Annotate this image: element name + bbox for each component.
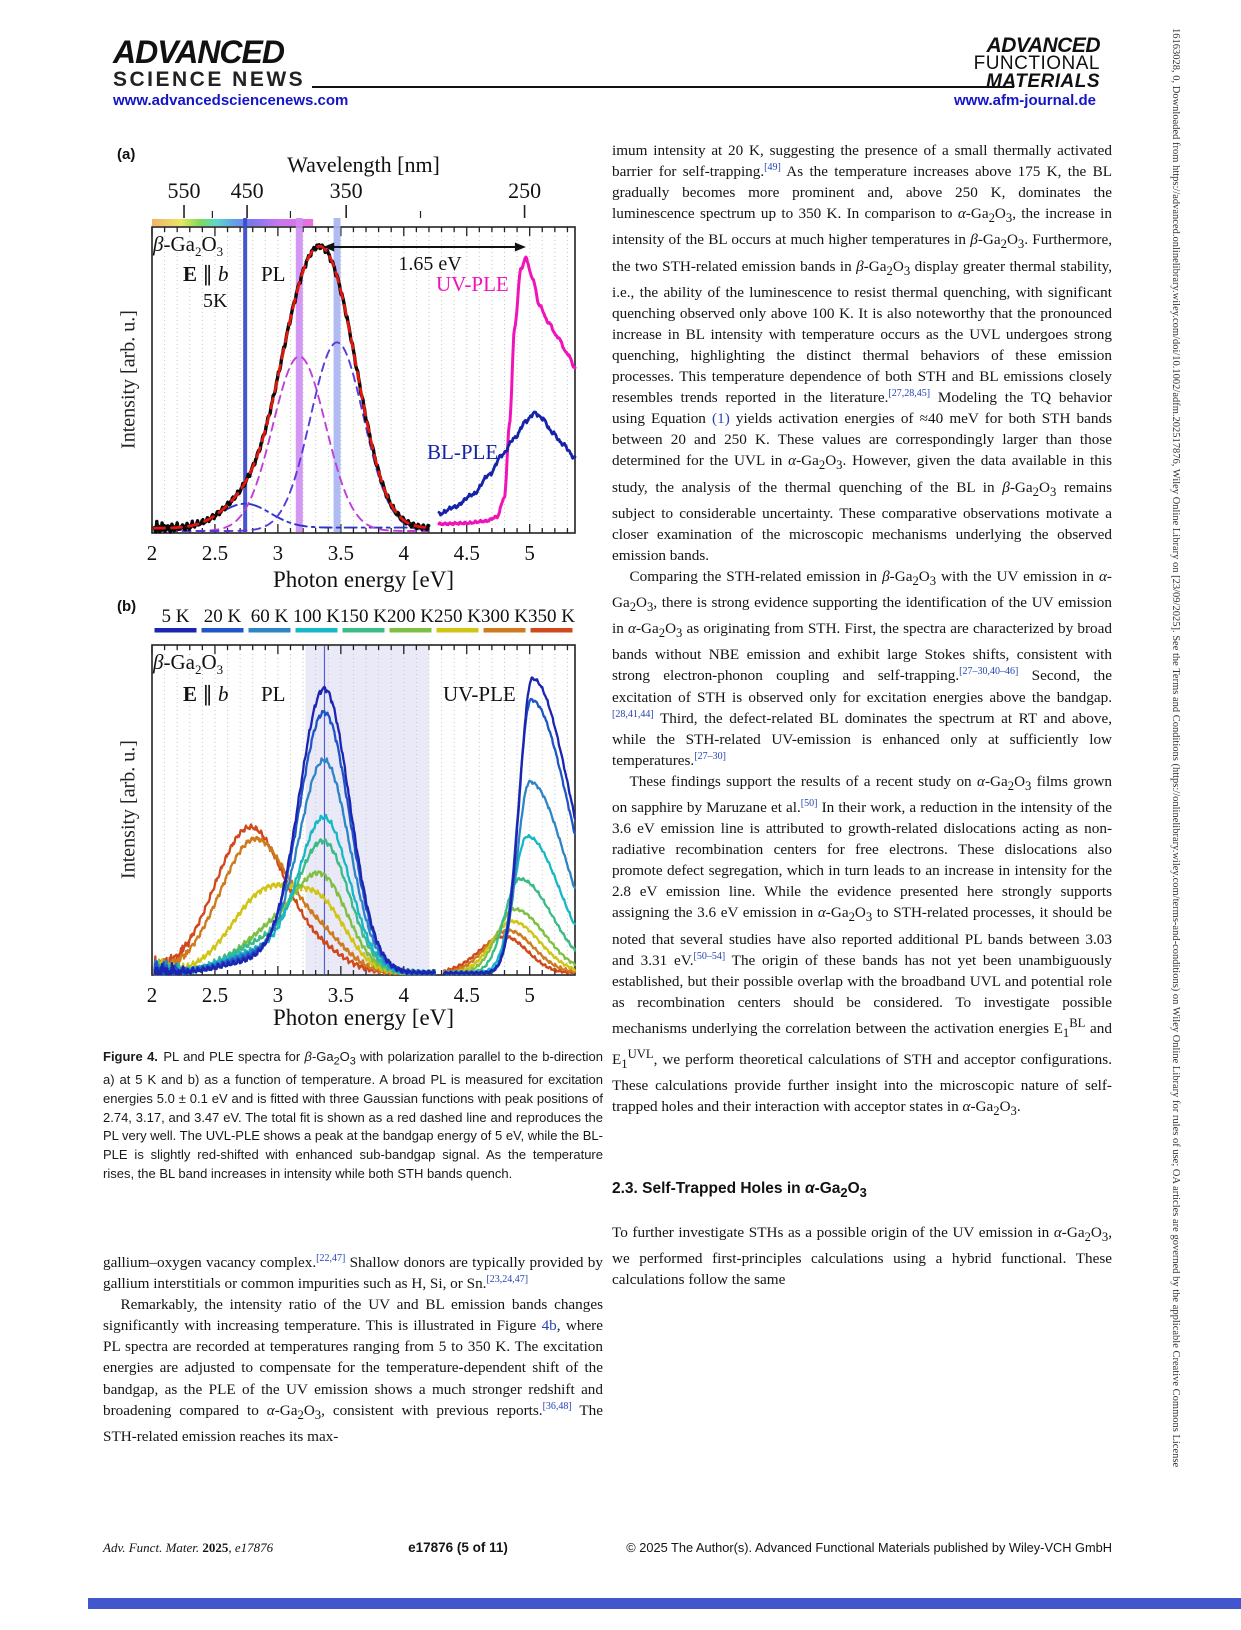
legend-swatch-60 K — [248, 628, 291, 633]
svg-text:550: 550 — [168, 178, 201, 203]
section-heading-2-3: 2.3. Self-Trapped Holes in α-Ga2O3 — [612, 1179, 867, 1200]
panel-a-chart: 2 2.5 3 3.5 4 4.5 5 Wavelength [nm] 550 450 350 250… — [147, 152, 577, 592]
figure-4: (a) 2 2.5 3 3.5 4 4.5 5 Wavelength [nm] 550 450 35… — [103, 140, 603, 1045]
svg-text:4.5: 4.5 — [454, 983, 480, 1007]
ple-curve-350 K — [442, 933, 576, 975]
panel-a-label: (a) — [117, 146, 136, 163]
svg-text:Wavelength [nm]: Wavelength [nm] — [287, 152, 440, 177]
figure-4-caption: Figure 4. PL and PLE spectra for β-Ga2O3… — [103, 1049, 603, 1181]
legend-swatch-350 K — [530, 628, 573, 633]
paragraph: imum intensity at 20 K, suggesting the p… — [612, 142, 1113, 564]
legend-label-150 K: 150 K — [340, 606, 387, 627]
svg-text:3.5: 3.5 — [328, 541, 354, 565]
legend-swatch-5 K — [154, 628, 197, 633]
wiley-download-watermark: 16163028, 0, Downloaded from https://adv… — [1170, 28, 1181, 1468]
paragraph: Comparing the STH-related emission in β-… — [612, 567, 1113, 769]
panel-b-pl-label: PL — [261, 682, 286, 706]
right-column: imum intensity at 20 K, suggesting the p… — [612, 140, 1112, 1540]
svg-text:5: 5 — [524, 541, 535, 565]
legend-label-200 K: 200 K — [387, 606, 434, 627]
panel-a-polarization-label: E ∥ b — [183, 262, 229, 286]
svg-text:2.5: 2.5 — [202, 983, 228, 1007]
visible-spectrum-strip — [152, 219, 314, 226]
footer-page-number: e17876 (5 of 11) — [408, 1540, 508, 1555]
legend-label-300 K: 300 K — [481, 606, 528, 627]
afm-logo-line1: ADVANCED — [986, 34, 1101, 57]
advanced-science-news-logo: ADVANCED SCIENCE NEWS — [113, 36, 305, 90]
afm-logo-line2: FUNCTIONAL — [973, 53, 1100, 75]
footer-copyright: © 2025 The Author(s). Advanced Functiona… — [626, 1540, 1112, 1555]
panel-a-blple-label: BL-PLE — [427, 440, 499, 464]
panel-a-uvple-label: UV-PLE — [436, 272, 509, 296]
svg-text:2: 2 — [147, 983, 158, 1007]
panel-b-label: (b) — [117, 598, 137, 615]
stokes-shift-label: 1.65 eV — [398, 253, 462, 275]
legend-label-60 K: 60 K — [251, 606, 289, 627]
paragraph: These findings support the results of a … — [612, 772, 1113, 1119]
panel-b-material-label: β-Ga2O3 — [153, 650, 224, 678]
left-column: (a) 2 2.5 3 3.5 4 4.5 5 Wavelength [nm] 550 450 35… — [103, 140, 603, 1580]
legend-swatch-20 K — [201, 628, 244, 633]
svg-text:Photon energy [eV]: Photon energy [eV] — [273, 567, 454, 592]
pl-spectrum — [152, 243, 431, 534]
footer-citation: Adv. Funct. Mater. 2025, e17876 — [103, 1540, 274, 1555]
panel-b-polarization-label: E ∥ b — [183, 682, 229, 706]
panel-a-material-label: β-Ga2O3 — [153, 232, 224, 260]
plot-box — [151, 644, 576, 976]
left-column-text: gallium–oxygen vacancy complex.[22,47] S… — [103, 1252, 603, 1447]
panel-b-ylabel: Intensity [arb. u.] — [117, 740, 140, 879]
bl-ple-curve — [437, 410, 577, 517]
svg-text:5: 5 — [524, 983, 535, 1007]
legend-swatch-200 K — [389, 628, 432, 633]
asn-logo-line1: ADVANCED — [113, 34, 285, 70]
bottom-blue-bar — [88, 1598, 1241, 1609]
ple-curve-300 K — [442, 928, 576, 975]
panel-a-ylabel: Intensity [arb. u.] — [117, 310, 140, 449]
plot-box — [151, 226, 576, 534]
svg-text:3: 3 — [273, 983, 284, 1007]
svg-text:450: 450 — [231, 178, 264, 203]
svg-text:2.5: 2.5 — [202, 541, 228, 565]
legend-label-20 K: 20 K — [204, 606, 242, 627]
asn-logo-line2: SCIENCE NEWS — [113, 68, 306, 91]
panel-a-pl-label: PL — [261, 262, 286, 286]
gauss-component-3.47 — [153, 341, 430, 532]
svg-text:250: 250 — [508, 178, 541, 203]
legend-swatch-250 K — [436, 628, 479, 633]
svg-text:4.5: 4.5 — [454, 541, 480, 565]
panel-a-temperature-label: 5K — [203, 290, 228, 312]
asn-url-link[interactable]: www.advancedsciencenews.com — [113, 92, 349, 109]
gauss-component-3.17 — [153, 355, 430, 532]
uv-ple-curve — [437, 255, 577, 527]
svg-text:Photon energy [eV]: Photon energy [eV] — [273, 1005, 454, 1030]
svg-text:3.5: 3.5 — [328, 983, 354, 1007]
legend-swatch-300 K — [483, 628, 526, 633]
legend-label-100 K: 100 K — [293, 606, 340, 627]
afm-url-link[interactable]: www.afm-journal.de — [954, 92, 1096, 109]
svg-text:350: 350 — [330, 178, 363, 203]
svg-text:4: 4 — [399, 541, 410, 565]
pl-curve-5 K — [153, 685, 436, 976]
header-divider — [312, 86, 1014, 88]
paragraph: To further investigate STHs as a possibl… — [612, 1223, 1112, 1288]
ple-curve-20 K — [442, 697, 576, 976]
legend-swatch-150 K — [342, 628, 385, 633]
paragraph: Remarkably, the intensity ratio of the U… — [103, 1296, 603, 1445]
legend-label-250 K: 250 K — [434, 606, 481, 627]
svg-text:3: 3 — [273, 541, 284, 565]
afm-journal-logo: ADVANCED FUNCTIONAL MATERIALS — [955, 34, 1101, 92]
legend-swatch-100 K — [295, 628, 338, 633]
ple-curve-5 K — [442, 676, 576, 976]
paragraph: gallium–oxygen vacancy complex.[22,47] S… — [103, 1252, 603, 1293]
legend-label-5 K: 5 K — [162, 606, 190, 627]
svg-text:2: 2 — [147, 541, 158, 565]
panel-b-uvple-label: UV-PLE — [443, 682, 516, 706]
legend-label-350 K: 350 K — [528, 606, 575, 627]
afm-logo-line3: MATERIALS — [986, 70, 1100, 92]
svg-text:4: 4 — [399, 983, 410, 1007]
